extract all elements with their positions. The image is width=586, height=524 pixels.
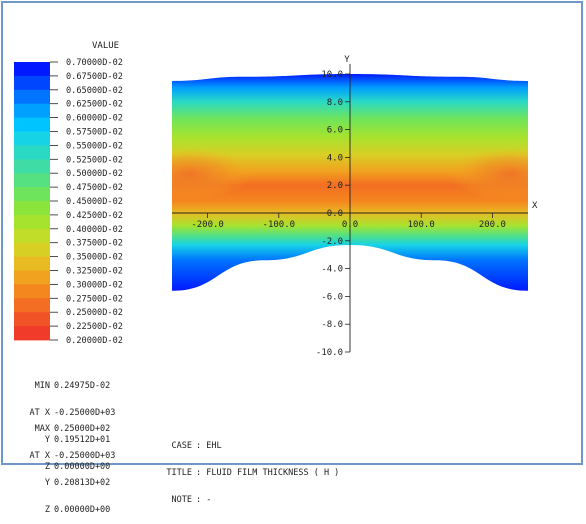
y-tick-label: 8.0 [327,98,343,108]
legend-swatch [14,173,50,188]
max-x: -0.25000D+03 [54,451,116,461]
legend-swatch [14,75,50,91]
case-value: EHL [206,441,222,451]
legend-label: 0.60000D-02 [66,114,123,124]
legend-swatch [14,131,50,146]
title-value: FLUID FILM THICKNESS ( H ) [206,468,340,478]
note-label: NOTE [171,495,192,505]
legend-label: 0.40000D-02 [66,225,123,235]
legend-label: 0.47500D-02 [66,183,123,193]
legend-swatch [14,256,50,271]
min-z-label: Z [44,462,50,472]
legend-label: 0.57500D-02 [66,128,123,138]
y-tick-label: 2.0 [327,181,343,191]
legend-swatch [14,214,50,230]
max-y-label: Y [44,478,50,488]
legend-swatch [14,117,50,132]
max-label: MAX [34,424,50,434]
max-y: 0.20813D+02 [54,478,111,488]
min-label: MIN [34,381,50,391]
legend-label: 0.62500D-02 [66,100,123,110]
contour-plot: VALUE 0.70000D-020.67500D-020.65000D-020… [14,41,538,358]
case-info: CASE: EHL TITLE: FLUID FILM THICKNESS ( … [152,424,339,514]
y-tick-label: -8.0 [321,320,343,330]
min-z: 0.00000D+00 [54,462,111,472]
color-legend: 0.70000D-02 0.67500D-02 0.65000D-02 0.62500… [14,58,123,346]
max-at-label: AT X [29,451,50,461]
min-y-label: Y [44,435,50,445]
y-tick-label: -6.0 [321,292,343,302]
x-tick-label: -100.0 [263,220,296,230]
legend-label: 0.50000D-02 [66,169,123,179]
legend-label: 0.52500D-02 [66,155,123,165]
max-z-label: Z [44,505,50,515]
min-value: 0.24975D-02 [54,381,111,391]
legend-swatch [14,242,50,257]
y-tick-label: 4.0 [327,153,343,163]
legend-swatch [14,298,50,313]
legend-label: 0.27500D-02 [66,294,123,304]
case-label: CASE [171,441,192,451]
legend-label: 0.32500D-02 [66,267,123,277]
y-tick-label: -10.0 [316,348,343,358]
legend-label: 0.55000D-02 [66,141,123,151]
y-tick-label: 10.0 [321,70,343,80]
note-value: - [206,495,212,505]
legend-swatch [14,103,50,118]
min-info: MIN 0.24975D-02 AT X -0.25000D+03 Y 0.19512… [22,364,116,481]
legend-label: 0.22500D-02 [66,322,123,332]
legend-swatch [14,62,50,77]
legend-label: 0.67500D-02 [66,72,123,82]
y-tick-label: -4.0 [321,265,343,275]
hot-spot-left [172,148,252,201]
legend-label: 0.65000D-02 [66,86,123,96]
min-at-label: AT X [29,408,50,418]
max-info: MAX 0.25000D+02 AT X -0.25000D+03 Y 0.20813… [22,407,116,524]
legend-label: 0.70000D-02 [66,58,123,68]
legend-swatch [14,270,50,285]
x-tick-label: 0.0 [342,220,358,230]
legend-swatch [14,312,50,327]
axes: -200.0 -100.0 0.0 100.0 200.0 10.0 8.0 6.0 4.0 2.… [172,55,538,358]
legend-label: 0.37500D-02 [66,239,123,249]
legend-label: 0.20000D-02 [66,336,123,346]
min-y: 0.19512D+01 [54,435,111,445]
y-tick-label: 6.0 [327,126,343,136]
y-axis-label: Y [344,55,350,65]
legend-label: 0.25000D-02 [66,308,123,318]
legend-label: 0.30000D-02 [66,280,123,290]
legend-swatch [14,89,50,105]
y-tick-label: 0.0 [327,209,343,219]
y-tick-label: -2.0 [321,237,343,247]
x-axis-label: X [532,201,538,211]
legend-swatch [14,284,50,299]
legend-swatch [14,145,50,160]
legend-swatch [14,187,50,202]
title-label: TITLE [166,468,192,478]
x-tick-label: 200.0 [479,220,506,230]
legend-title: VALUE [92,41,119,51]
max-value: 0.25000D+02 [54,424,111,434]
legend-swatch [14,201,50,216]
x-tick-label: -200.0 [191,220,224,230]
hot-spot-right [448,148,528,201]
min-x: -0.25000D+03 [54,408,116,418]
legend-label: 0.42500D-02 [66,211,123,221]
legend-swatch [14,228,50,244]
max-z: 0.00000D+00 [54,505,111,515]
legend-label: 0.45000D-02 [66,197,123,207]
legend-swatch [14,326,50,341]
legend-label: 0.35000D-02 [66,253,123,263]
legend-swatch [14,159,50,174]
x-tick-label: 100.0 [408,220,435,230]
